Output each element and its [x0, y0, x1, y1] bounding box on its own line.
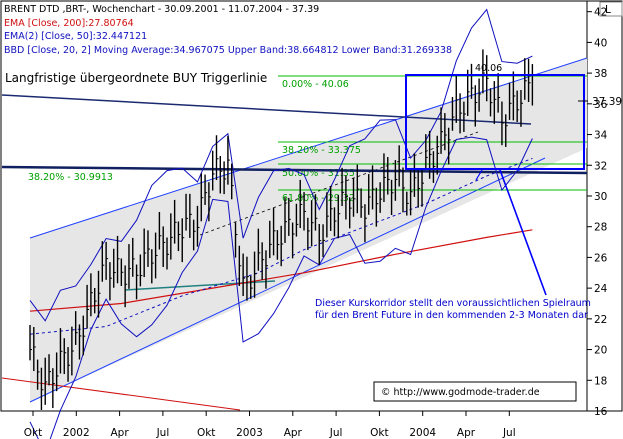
axis-panel	[586, 0, 623, 412]
y-tick-label: 28	[594, 222, 607, 234]
legend-bbd: BBD [Close, 20, 2] Moving Average:34.967…	[4, 45, 452, 56]
fib-618-label: 61.80% - 29.32	[282, 193, 355, 204]
callout-pointer-1	[499, 169, 547, 296]
price-bars	[29, 49, 534, 410]
x-tick-label: Apr	[457, 427, 476, 439]
support-bottom-line	[124, 280, 276, 291]
copyright-box	[373, 381, 577, 402]
x-tick-label: Jul	[502, 427, 516, 439]
x-tick-label: 2003	[236, 427, 263, 439]
y-tick-label: 26	[594, 252, 608, 264]
x-tick-label: Jul	[156, 427, 170, 439]
y-tick-label: 20	[594, 345, 607, 357]
y-axis: 16 18 20 22 24 26 28 30 32 34 36 38 40 42	[587, 7, 608, 418]
y-tick-label: 22	[594, 314, 607, 326]
y-tick-label: 40	[594, 37, 607, 49]
y-tick-label: 18	[594, 375, 607, 387]
x-tick-label: Apr	[111, 427, 130, 439]
legend-ema200: EMA [Close, 200]:27.80764	[4, 18, 134, 29]
fib-0-label: 0.00% - 40.06	[282, 79, 349, 90]
x-tick-label: 2002	[63, 427, 90, 439]
corner-box	[599, 1, 623, 17]
x-tick-label: Okt	[370, 427, 388, 439]
y-tick-label: 30	[594, 191, 607, 203]
channel-mid-line	[199, 131, 479, 236]
y-tick-label: 38	[594, 68, 607, 80]
x-tick-label: Okt	[24, 427, 42, 439]
corridor-note-1: Dieser Kurskorridor stellt den voraussic…	[315, 298, 591, 309]
trigger-line	[1, 94, 532, 125]
corridor-note-2: für den Brent Future in den kommenden 2-…	[315, 310, 588, 321]
peak-label: 40.06	[475, 63, 502, 74]
y-tick-label: 32	[594, 160, 607, 172]
x-tick-label: Apr	[284, 427, 303, 439]
y-tick-label: 16	[594, 406, 608, 418]
trigger-line-label: Langfristige übergeordnete BUY Triggerli…	[5, 71, 267, 85]
last-price-label: 37.39	[592, 96, 622, 108]
corner-box-label: L	[605, 4, 611, 16]
x-tick-label: Jul	[329, 427, 343, 439]
callout-pointer-2	[475, 169, 483, 181]
x-tick-label: 2004	[409, 427, 436, 439]
copyright-text[interactable]: © http://www.godmode-trader.de	[381, 387, 540, 398]
fib-382-label: 38.20% - 33.375	[282, 145, 361, 156]
y-tick-label: 24	[594, 283, 608, 295]
legend-ema50: EMA(2) [Close, 50]:32.447121	[4, 31, 147, 42]
ema50-line	[29, 157, 533, 335]
y-tick-label: 36	[594, 99, 608, 111]
channel-lower-line	[29, 157, 546, 403]
ema200-line	[29, 229, 533, 312]
chart-title: BRENT DTD ,BRT-, Wochenchart - 30.09.200…	[4, 4, 319, 15]
horizontal-support-line	[1, 165, 588, 175]
x-axis: Okt 2002 Apr Jul Okt 2003 Apr Jul Okt 2004 Apr Jul	[24, 411, 516, 439]
fib-50-label: 50.00% - 31.35	[282, 168, 355, 179]
y-tick-label: 34	[594, 130, 608, 142]
bollinger-upper-line	[29, 8, 533, 322]
fib-382-lower-label: 38.20% - 30.9913	[28, 172, 113, 183]
x-tick-label: Okt	[197, 427, 215, 439]
y-tick-label: 42	[594, 7, 607, 19]
highlight-box	[405, 74, 585, 170]
